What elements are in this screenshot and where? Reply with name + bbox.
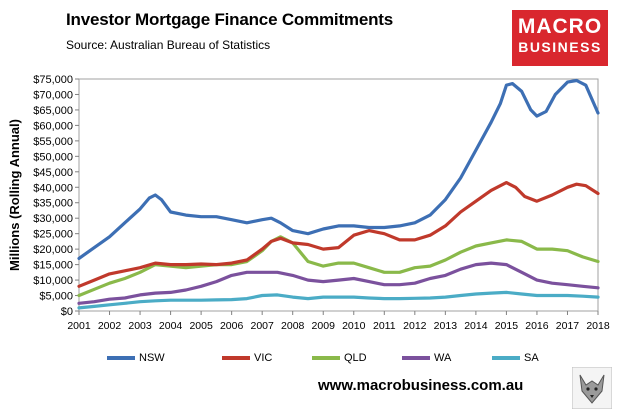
series-line-nsw [77, 78, 600, 260]
y-axis-label: Millions (Rolling Annual) [7, 119, 22, 271]
legend-swatch [402, 356, 430, 360]
legend-item-qld: QLD [312, 350, 367, 366]
wolf-face-icon [572, 367, 612, 409]
y-tick-label: $20,000 [33, 244, 73, 256]
y-tick-label: $40,000 [33, 182, 73, 194]
x-tick-label: 2016 [525, 320, 549, 332]
legend-item-nsw: NSW [107, 350, 165, 366]
legend-label: NSW [139, 352, 165, 364]
x-tick-label: 2014 [464, 320, 488, 332]
x-tick-label: 2011 [373, 320, 396, 332]
y-tick-label: $50,000 [33, 151, 73, 163]
x-tick-label: 2004 [159, 320, 183, 332]
y-tick-label: $15,000 [33, 260, 73, 272]
y-tick-label: $65,000 [33, 105, 73, 117]
logo-line-1: MACRO [517, 15, 603, 38]
legend-label: VIC [254, 352, 273, 364]
y-tick-label: $25,000 [33, 229, 73, 241]
y-tick-label: $5,000 [39, 291, 73, 303]
y-tick-label: $75,000 [33, 74, 73, 86]
x-tick-label: 2017 [556, 320, 580, 332]
x-tick-label: 2005 [189, 320, 213, 332]
y-tick-label: $55,000 [33, 136, 73, 148]
x-tick-label: 2009 [312, 320, 336, 332]
logo-line-2: BUSINESS [518, 39, 602, 55]
y-tick-label: $10,000 [33, 275, 73, 287]
x-tick-label: 2001 [67, 320, 91, 332]
series-line-sa [77, 290, 600, 310]
x-tick-label: 2013 [434, 320, 458, 332]
legend-label: WA [434, 352, 452, 364]
legend-swatch [492, 356, 520, 360]
x-tick-label: 2008 [281, 320, 305, 332]
y-tick-label: $45,000 [33, 167, 73, 179]
legend-swatch [222, 356, 250, 360]
y-tick-label: $35,000 [33, 198, 73, 210]
legend-label: QLD [344, 352, 367, 364]
x-tick-label: 2012 [403, 320, 427, 332]
y-tick-label: $30,000 [33, 213, 73, 225]
x-tick-label: 2003 [128, 320, 152, 332]
chart-subtitle: Source: Australian Bureau of Statistics [66, 38, 271, 52]
legend-label: SA [524, 352, 539, 364]
legend-swatch [107, 356, 135, 360]
x-tick-label: 2006 [220, 320, 244, 332]
macrobusiness-logo: MACRO BUSINESS [512, 10, 608, 66]
series-line-vic [77, 181, 600, 288]
x-tick-label: 2010 [342, 320, 366, 332]
x-tick-label: 2018 [586, 320, 610, 332]
series-line-wa [77, 261, 600, 305]
legend-item-vic: VIC [222, 350, 272, 366]
y-tick-label: $0 [61, 306, 73, 318]
x-tick-label: 2002 [98, 320, 122, 332]
footer-url: www.macrobusiness.com.au [318, 377, 524, 394]
x-tick-label: 2007 [250, 320, 274, 332]
y-tick-label: $60,000 [33, 120, 73, 132]
y-tick-label: $70,000 [33, 89, 73, 101]
x-tick-label: 2015 [495, 320, 519, 332]
legend-item-wa: WA [402, 350, 451, 366]
chart-title: Investor Mortgage Finance Commitments [66, 10, 393, 29]
legend-swatch [312, 356, 340, 360]
legend-item-sa: SA [492, 350, 539, 366]
